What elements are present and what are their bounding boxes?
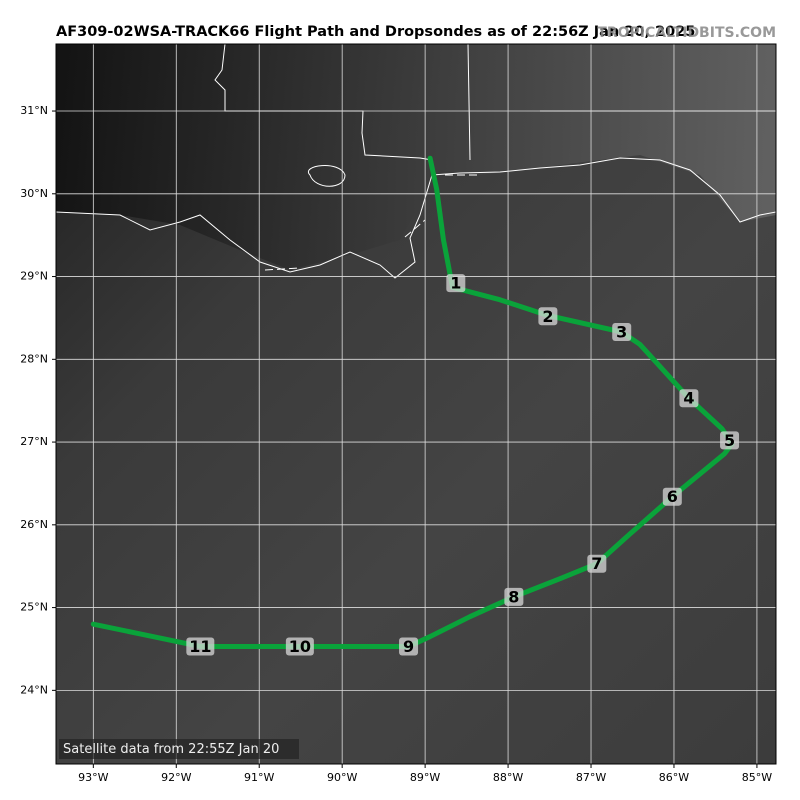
dropsonde-marker bbox=[612, 323, 632, 341]
dropsonde-label: 9 bbox=[403, 637, 414, 656]
dropsonde-marker bbox=[285, 637, 314, 656]
grid bbox=[56, 44, 776, 764]
dropsonde-label: 8 bbox=[508, 587, 519, 606]
dropsonde-layer: 1 2 3 4 5 6 7 8 9 10 11 bbox=[186, 274, 740, 656]
y-tick-label: 25°N bbox=[20, 601, 48, 614]
x-tick-label: 90°W bbox=[327, 771, 357, 784]
x-tick-label: 91°W bbox=[244, 771, 274, 784]
y-tick-label: 28°N bbox=[20, 352, 48, 365]
x-tick-label: 92°W bbox=[161, 771, 191, 784]
dropsonde-label: 1 bbox=[450, 274, 461, 293]
note-box bbox=[59, 739, 299, 759]
dropsonde-marker bbox=[186, 637, 215, 656]
flight-path-layer bbox=[90, 155, 735, 649]
y-tick-label: 26°N bbox=[20, 518, 48, 531]
dropsonde-label: 7 bbox=[591, 554, 602, 573]
dropsonde-label: 11 bbox=[189, 637, 211, 656]
y-tick-label: 30°N bbox=[20, 187, 48, 200]
x-tick-label: 93°W bbox=[78, 771, 108, 784]
dropsonde-marker bbox=[679, 389, 699, 408]
x-tick-label: 89°W bbox=[410, 771, 440, 784]
dropsonde-marker bbox=[446, 274, 466, 293]
y-tick-label: 29°N bbox=[20, 270, 48, 283]
dropsonde-marker bbox=[538, 307, 558, 326]
dropsonde-label: 10 bbox=[289, 637, 311, 656]
x-tick-label: 88°W bbox=[493, 771, 523, 784]
dropsonde-marker bbox=[504, 587, 524, 606]
flight-path bbox=[90, 155, 735, 649]
x-tick-label: 86°W bbox=[659, 771, 689, 784]
watermark: TROPICALTIDBITS.COM bbox=[597, 25, 776, 41]
dropsonde-marker bbox=[720, 431, 740, 450]
dropsonde-label: 2 bbox=[542, 307, 553, 326]
chart-title: AF309-02WSA-TRACK66 Flight Path and Drop… bbox=[56, 24, 695, 40]
dropsonde-marker bbox=[587, 554, 607, 573]
dropsonde-label: 4 bbox=[683, 389, 694, 408]
x-tick-label: 87°W bbox=[576, 771, 606, 784]
satellite-note: Satellite data from 22:55Z Jan 20 bbox=[63, 742, 279, 757]
map-frame bbox=[55, 43, 777, 765]
axes: 93°W 92°W 91°W 90°W 89°W 88°W 87°W 86°W 85°W 24°N… bbox=[20, 104, 772, 784]
dropsonde-marker bbox=[662, 487, 682, 506]
dropsonde-label: 5 bbox=[724, 431, 735, 450]
y-tick-label: 31°N bbox=[20, 104, 48, 117]
y-tick-label: 24°N bbox=[20, 683, 48, 696]
x-tick-label: 85°W bbox=[742, 771, 772, 784]
y-tick-label: 27°N bbox=[20, 435, 48, 448]
dropsonde-marker bbox=[399, 637, 419, 656]
satellite-image bbox=[56, 44, 776, 764]
dropsonde-label: 6 bbox=[667, 487, 678, 506]
dropsonde-label: 3 bbox=[616, 323, 627, 342]
